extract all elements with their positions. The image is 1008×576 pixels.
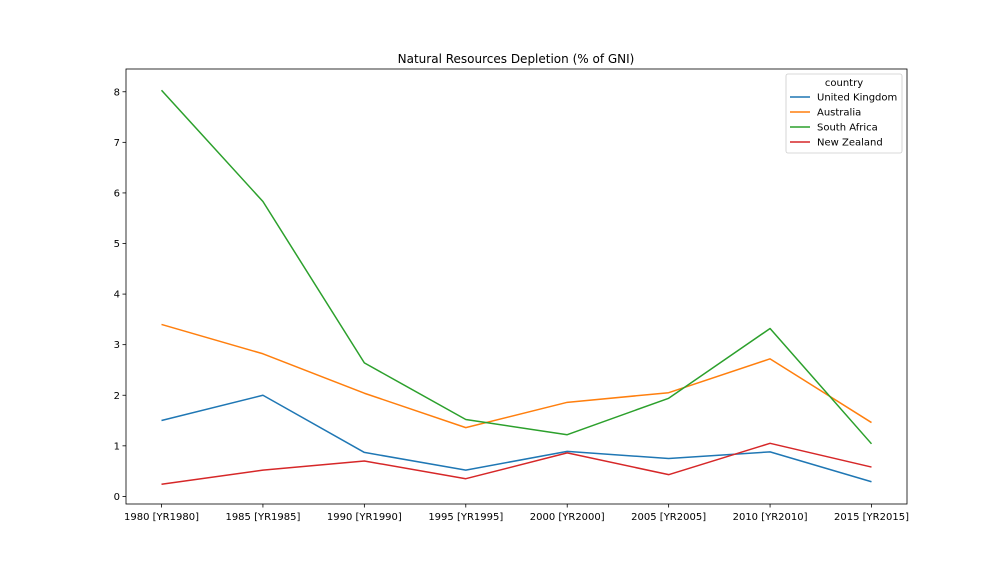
series-line-new-zealand <box>161 442 872 486</box>
y-tick-label: 0 <box>114 492 120 503</box>
legend-title: country <box>825 78 863 89</box>
axes-frame <box>125 68 908 505</box>
legend-label: South Africa <box>817 123 878 134</box>
x-tick-label: 2005 [YR2005] <box>631 512 706 523</box>
series-line-australia <box>161 323 872 429</box>
y-tick-label: 3 <box>114 340 120 351</box>
legend-label: Australia <box>817 108 861 119</box>
series-line-united-kingdom <box>161 394 872 483</box>
y-tick-label: 6 <box>114 188 120 199</box>
legend-label: New Zealand <box>817 138 883 149</box>
x-tick-label: 1990 [YR1990] <box>327 512 402 523</box>
x-tick-label: 2015 [YR2015] <box>834 512 909 523</box>
plot-area: 0 1 2 3 4 5 6 7 8 1980 [YR1980] 1985 [YR1985] 1990 … <box>114 68 909 523</box>
chart-title: Natural Resources Depletion (% of GNI) <box>398 52 635 66</box>
y-tick-label: 8 <box>114 87 120 98</box>
x-tick-label: 2000 [YR2000] <box>530 512 605 523</box>
y-tick-label: 2 <box>114 391 120 402</box>
x-tick-label: 1995 [YR1995] <box>428 512 503 523</box>
legend: country United Kingdom Australia South Afri… <box>785 73 903 154</box>
x-tick-label: 1985 [YR1985] <box>225 512 300 523</box>
x-tick-label: 2010 [YR2010] <box>733 512 808 523</box>
legend-box <box>785 73 903 154</box>
legend-label: United Kingdom <box>817 93 897 104</box>
x-tick-label: 1980 [YR1980] <box>124 512 199 523</box>
series-line-south-africa <box>160 89 873 445</box>
y-tick-label: 7 <box>114 138 120 149</box>
y-tick-label: 5 <box>114 239 120 250</box>
y-tick-label: 1 <box>114 441 120 452</box>
y-tick-label: 4 <box>114 290 120 301</box>
